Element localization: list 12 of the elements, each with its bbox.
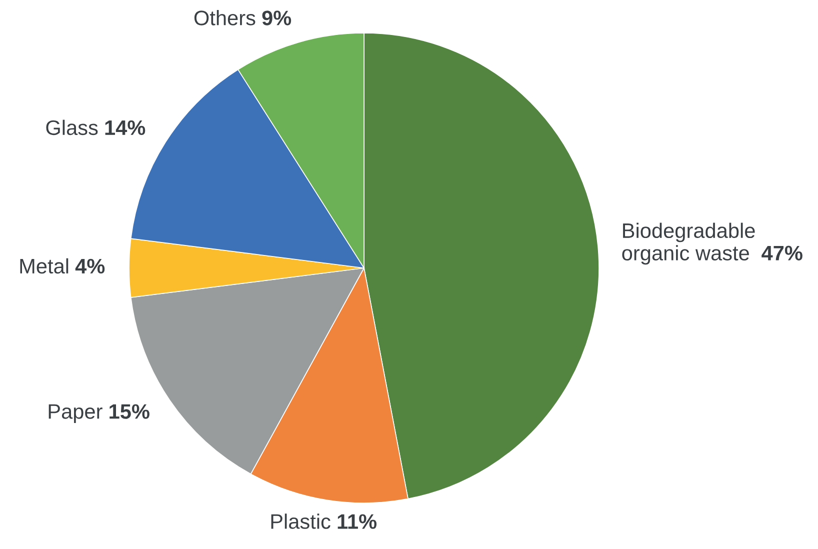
slice-label: Paper <box>48 404 102 424</box>
slice-label: Plastic <box>271 514 330 529</box>
slice-label: Glass <box>46 120 98 136</box>
data-label: 15% <box>110 404 150 419</box>
data-label: 4% <box>75 258 105 274</box>
data-label: 9% <box>262 10 292 26</box>
data-label: 47% <box>762 246 802 260</box>
slice-label: Metal <box>20 258 68 274</box>
data-label: 11% <box>338 514 377 529</box>
data-label: 14% <box>105 120 146 136</box>
slice-label: Others <box>194 10 256 26</box>
slice-label: Biodegradable organic waste <box>622 222 755 265</box>
